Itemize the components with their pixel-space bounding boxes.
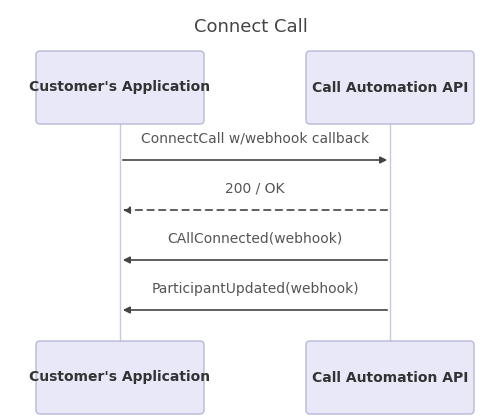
Text: ConnectCall w/webhook callback: ConnectCall w/webhook callback (141, 132, 368, 146)
Text: Connect Call: Connect Call (194, 18, 307, 36)
FancyBboxPatch shape (306, 341, 473, 414)
Text: CAllConnected(webhook): CAllConnected(webhook) (167, 232, 342, 246)
FancyBboxPatch shape (306, 51, 473, 124)
FancyBboxPatch shape (36, 51, 203, 124)
Text: Customer's Application: Customer's Application (30, 370, 210, 384)
Text: ParticipantUpdated(webhook): ParticipantUpdated(webhook) (151, 282, 358, 296)
Text: Call Automation API: Call Automation API (311, 370, 467, 384)
Text: Customer's Application: Customer's Application (30, 81, 210, 94)
Text: 200 / OK: 200 / OK (225, 182, 284, 196)
Text: Call Automation API: Call Automation API (311, 81, 467, 94)
FancyBboxPatch shape (36, 341, 203, 414)
